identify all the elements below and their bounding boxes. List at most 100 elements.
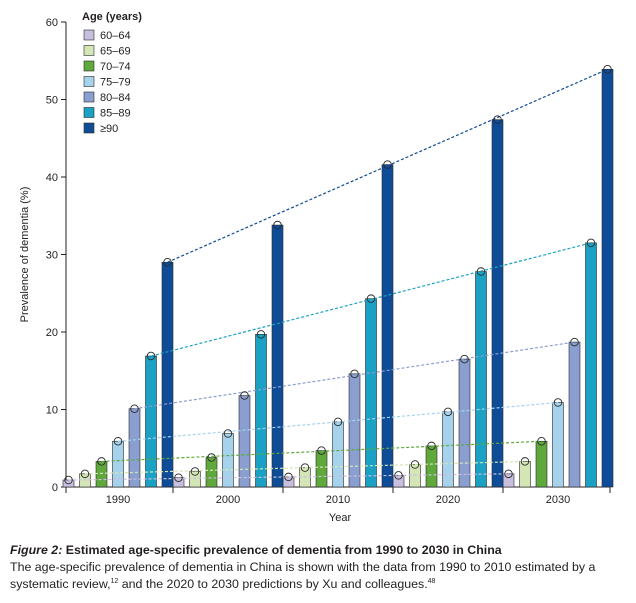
data-point-marker (240, 391, 249, 400)
data-point-marker (476, 267, 486, 276)
data-point-marker (603, 65, 612, 74)
data-point-marker (256, 330, 266, 339)
y-tick-label: 20 (46, 327, 58, 339)
bar (502, 473, 515, 488)
legend-swatch (83, 107, 95, 118)
bar (145, 355, 157, 488)
bar (271, 224, 284, 488)
bar (238, 395, 251, 488)
data-point-marker (350, 369, 359, 379)
legend-label: 75–79 (100, 77, 131, 89)
trend-line (68, 473, 509, 481)
legend-label: 85–89 (100, 108, 131, 120)
y-tick-label: 0 (52, 482, 58, 494)
data-point-marker (383, 160, 392, 169)
data-point-marker (207, 453, 216, 462)
data-point-marker (520, 457, 530, 466)
bar (112, 440, 124, 488)
bar (491, 119, 504, 488)
bar (475, 271, 487, 488)
caption-title: Figure 2: Estimated age-specific prevale… (10, 542, 630, 559)
legend-swatch (83, 91, 95, 103)
bar (189, 471, 201, 488)
data-point-marker (443, 407, 453, 417)
bar (332, 421, 344, 488)
bar (601, 68, 614, 488)
legend-title: Age (years) (82, 11, 142, 23)
bar (442, 411, 454, 488)
legend-label: 70–74 (100, 61, 131, 73)
legend-swatch (83, 29, 95, 41)
data-point-marker (504, 469, 513, 479)
data-point-marker (64, 475, 73, 485)
data-point-marker (113, 437, 123, 446)
y-tick-label: 30 (46, 250, 58, 262)
bar (222, 433, 234, 488)
trend-line (134, 341, 575, 410)
bar (535, 440, 548, 488)
x-tick-label: 1990 (106, 494, 130, 506)
bar (205, 457, 218, 488)
trend-line (101, 440, 542, 463)
data-point-marker (427, 441, 436, 451)
bar (458, 358, 471, 488)
data-point-marker (223, 429, 233, 438)
data-point-marker (146, 351, 156, 361)
data-point-marker (333, 417, 343, 427)
bar (425, 445, 438, 488)
bar (585, 242, 597, 488)
bar (161, 261, 174, 488)
legend-swatch (83, 76, 95, 87)
y-tick-label: 40 (46, 172, 58, 184)
data-point-marker (570, 337, 579, 347)
data-point-marker (174, 473, 183, 482)
data-point-marker (586, 238, 596, 248)
legend-swatch (83, 45, 95, 56)
bar (552, 402, 564, 488)
data-point-marker (273, 220, 282, 230)
y-tick-label: 10 (46, 405, 58, 417)
legend-label: 80–84 (100, 92, 131, 104)
trend-line (84, 460, 526, 475)
bar (381, 164, 394, 488)
bar (315, 450, 328, 488)
x-tick-label: 2010 (326, 494, 350, 506)
data-point-marker (410, 460, 420, 469)
data-point-marker (493, 115, 502, 124)
trend-line (117, 401, 559, 442)
caption-ref-2: 48 (427, 577, 436, 585)
legend-label: 65–69 (100, 46, 131, 58)
data-point-marker (163, 257, 172, 267)
caption-title-text: Estimated age-specific prevalence of dem… (62, 543, 502, 557)
y-tick-label: 60 (46, 17, 58, 29)
data-point-marker (366, 294, 376, 303)
bar (255, 334, 267, 488)
x-tick-label: 2030 (546, 494, 570, 506)
legend-label: ≥90 (100, 123, 118, 135)
data-point-marker (284, 472, 293, 482)
caption-text: The age-specific prevalence of dementia … (10, 559, 630, 593)
bar (365, 298, 377, 488)
data-point-marker (97, 457, 106, 466)
caption-text-part1: The age-specific prevalence of dementia … (10, 560, 596, 591)
trend-line (150, 242, 592, 357)
legend-label: 60–64 (100, 30, 131, 42)
bar (348, 373, 361, 488)
caption-text-part2: and the 2020 to 2030 predictions by Xu a… (118, 577, 428, 591)
x-tick-label: 2020 (436, 494, 460, 506)
figure-panel: 0 10 20 30 40 50 60 1990 2000 2010 2020 2030 Year Pre… (6, 4, 630, 534)
data-point-marker (80, 469, 90, 479)
bar (128, 408, 141, 488)
x-axis-title: Year (329, 512, 352, 524)
data-point-marker (537, 437, 546, 446)
x-tick-label: 2000 (216, 494, 240, 506)
data-point-marker (460, 354, 469, 364)
data-point-marker (300, 463, 310, 472)
legend-swatch (83, 60, 95, 72)
y-axis-title: Prevalence of dementia (%) (19, 187, 31, 323)
bar (568, 341, 581, 488)
caption-ref-1: 12 (110, 577, 119, 585)
y-tick-label: 50 (46, 95, 58, 107)
data-point-marker (394, 471, 403, 480)
